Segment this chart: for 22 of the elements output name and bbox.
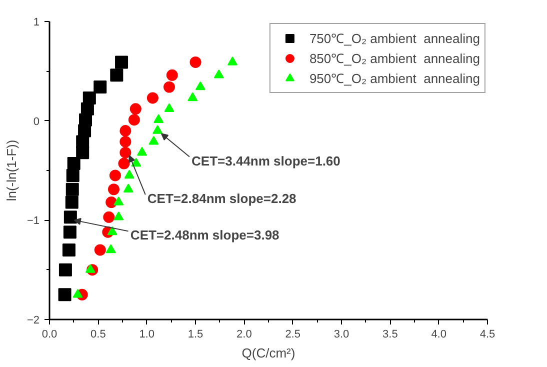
y-tick-label: −2 [26, 314, 40, 326]
x-tick-label: 0.5 [90, 328, 106, 340]
x-tick-label: 1.5 [188, 328, 204, 340]
annotation: CET=2.84nm slope=2.28 [147, 191, 296, 206]
x-axis-title: Q(C/cm²) [242, 346, 296, 360]
x-tick-label: 0.0 [42, 328, 58, 340]
x-tick-label: 3.5 [382, 328, 398, 340]
y-axis-title: ln(-ln(1-F)) [4, 140, 19, 202]
y-tick-label: 0 [33, 116, 40, 128]
annotation: CET=3.44nm slope=1.60 [192, 153, 340, 168]
x-tick-label: 2.0 [236, 328, 252, 340]
y-tick-label: 1 [33, 16, 40, 28]
x-tick-label: 4.5 [480, 328, 496, 340]
x-tick-label: 1.0 [139, 328, 154, 340]
legend-label: 850℃_O₂ ambient annealing [309, 50, 480, 67]
x-tick-label: 3.0 [334, 328, 350, 340]
legend-label: 750℃_O₂ ambient annealing [309, 30, 480, 47]
annotation: CET=2.48nm slope=3.98 [130, 228, 280, 243]
legend-label: 950℃_O₂ ambient annealing [309, 70, 480, 87]
x-tick-label: 4.0 [431, 328, 446, 340]
x-tick-label: 2.5 [285, 328, 300, 340]
y-tick-label: −1 [26, 215, 40, 228]
